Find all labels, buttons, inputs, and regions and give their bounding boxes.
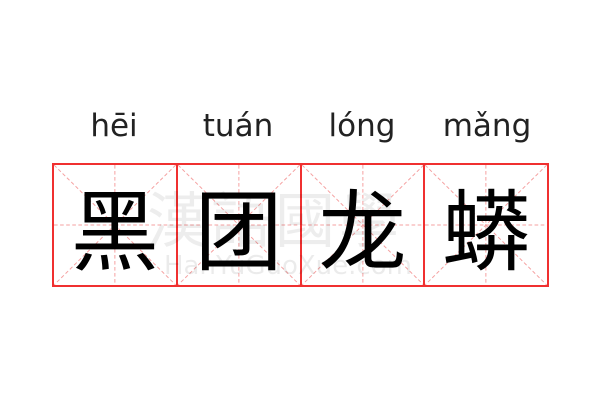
character-cell: 蟒 <box>423 165 547 285</box>
pinyin-2: lóng <box>328 108 396 144</box>
guide-lines <box>177 165 300 285</box>
guide-lines <box>301 165 424 285</box>
pinyin-3: mǎng <box>442 108 532 144</box>
character-grid: 黑 团 龙 蟒 <box>52 163 549 287</box>
character: 黑 <box>70 180 159 284</box>
character: 龙 <box>318 180 407 284</box>
character-cell: 黑 <box>54 165 176 285</box>
character-cell: 龙 <box>299 165 424 285</box>
guide-lines <box>54 165 176 285</box>
pinyin-1: tuán <box>202 108 274 144</box>
character: 团 <box>194 180 283 284</box>
character-cell: 团 <box>175 165 300 285</box>
guide-lines <box>425 165 547 285</box>
pinyin-0: hēi <box>90 108 138 144</box>
character: 蟒 <box>442 180 531 284</box>
